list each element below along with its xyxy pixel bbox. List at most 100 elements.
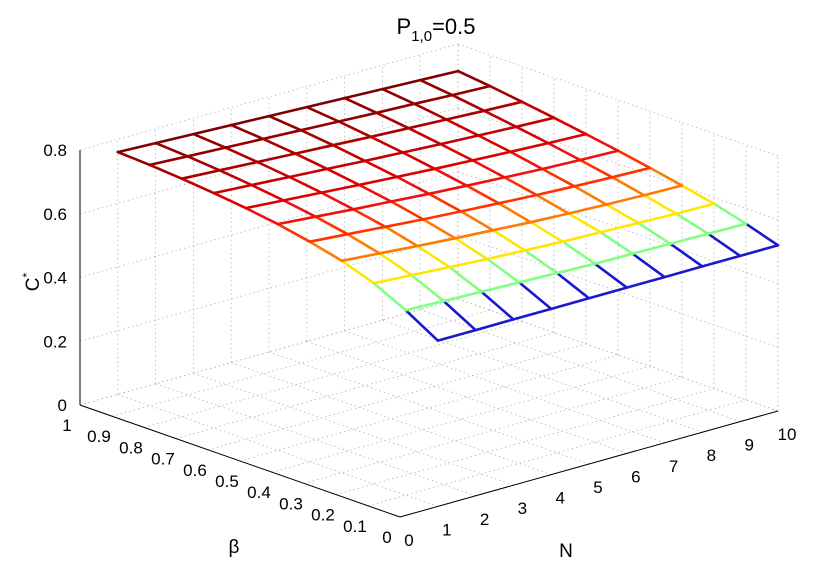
mesh-segment-beta (375, 111, 410, 130)
mesh-segment-beta (224, 146, 259, 164)
y-tick-label: 0.5 (215, 472, 239, 491)
mesh-segment-beta (416, 244, 451, 269)
mesh-segment-beta (305, 105, 341, 123)
mesh-segment-beta (378, 252, 413, 277)
mesh-segment-beta (352, 208, 387, 229)
mesh-segment-beta (599, 231, 634, 255)
mesh-segment-beta (363, 159, 399, 179)
y-axis-line (79, 404, 401, 518)
mesh-segment-beta (407, 126, 442, 146)
mesh-segment-beta (299, 128, 335, 147)
x-tick-label: 1 (442, 520, 451, 539)
mesh-segment-beta (456, 69, 492, 88)
mesh-segment-beta (520, 100, 556, 120)
mesh-segment-beta (680, 184, 716, 205)
mesh-segment-beta (116, 150, 152, 167)
x-tick-label: 0 (404, 531, 413, 550)
y-tick-label: 0.8 (119, 438, 143, 457)
mesh-segment-beta (320, 191, 355, 211)
mesh-row-line (212, 116, 556, 195)
mesh-segment-beta (488, 84, 524, 104)
mesh-segment-beta (340, 259, 376, 285)
mesh-segment-beta (523, 249, 559, 275)
mesh-segment-beta (192, 132, 227, 149)
side-wall-grid-line (457, 43, 779, 157)
mesh-segment-beta (535, 193, 570, 215)
mesh-segment-beta (369, 135, 405, 154)
mesh-segment-beta (637, 221, 672, 246)
mesh-row-line (276, 149, 620, 226)
y-tick-label: 0.7 (151, 450, 175, 469)
mesh-row-line (180, 100, 524, 180)
mesh-segment-beta (293, 152, 329, 171)
mesh-segment-beta (276, 222, 312, 243)
mesh-segment-beta (442, 299, 477, 332)
floor-grid-line (111, 309, 491, 417)
mesh-segment-beta (256, 160, 291, 179)
surface-mesh (116, 69, 780, 342)
mesh-segment-beta (384, 225, 419, 248)
y-tick-label: 0.9 (87, 427, 111, 446)
floor-grid-line (268, 351, 590, 465)
chart-title: P1,0=0.5 (397, 14, 476, 45)
mesh-segment-beta (357, 183, 393, 203)
floor-grid-line (382, 319, 703, 433)
mesh-segment-beta (401, 151, 437, 171)
mesh-segment-beta (509, 150, 544, 171)
z-axis-label: C* (20, 272, 44, 291)
mesh-segment-beta (642, 193, 678, 215)
mesh-segment-beta (616, 149, 652, 170)
x-tick-label: 10 (778, 425, 797, 444)
x-tick-label: 3 (518, 499, 527, 518)
z-tick-label: 0.4 (43, 269, 67, 288)
mesh-segment-beta (148, 163, 184, 180)
mesh-row-line (148, 84, 492, 167)
mesh-segment-beta (584, 132, 620, 152)
floor-grid-line (231, 362, 552, 475)
y-axis-label: β (229, 537, 240, 558)
mesh-segment-beta (552, 116, 588, 136)
mesh-segment-beta (218, 169, 253, 187)
y-tick-label: 0 (382, 528, 391, 547)
x-tick-label: 8 (707, 446, 716, 465)
mesh-segment-beta (648, 166, 684, 187)
mesh-segment-beta (573, 185, 608, 206)
mesh-segment-beta (212, 191, 248, 210)
z-tick-label: 0.2 (43, 332, 67, 351)
mesh-segment-beta (706, 232, 742, 258)
mesh-segment-beta (541, 167, 576, 188)
mesh-row-line (244, 132, 588, 210)
mesh-segment-beta (744, 222, 780, 247)
mesh-segment-beta (480, 290, 515, 321)
mesh-segment-beta (674, 212, 710, 236)
floor-grid-line (303, 377, 683, 484)
floor-grid-line (175, 332, 555, 439)
mesh-segment-beta (610, 176, 646, 197)
mesh-segment-beta (267, 114, 303, 132)
y-tick-label: 0.2 (311, 506, 335, 525)
x-axis-line (399, 410, 779, 518)
mesh-segment-beta (261, 137, 297, 155)
mesh-segment-beta (482, 109, 518, 129)
x-tick-label: 5 (593, 478, 602, 497)
mesh-segment-beta (288, 175, 323, 194)
mesh-segment-beta (529, 220, 565, 243)
x-axis-label: N (559, 541, 573, 562)
mesh-segment-beta (154, 141, 189, 158)
mesh-segment-beta (346, 232, 381, 255)
x-tick-label: 7 (669, 457, 678, 476)
mesh-row-line (116, 69, 460, 154)
mesh-segment-beta (561, 240, 597, 266)
mesh-segment-beta (669, 242, 704, 268)
mesh-row-line (340, 184, 684, 263)
y-tick-label: 0.4 (247, 483, 271, 502)
x-tick-label: 6 (631, 467, 640, 486)
mesh-segment-beta (546, 141, 582, 162)
mesh-segment-beta (567, 212, 602, 234)
mesh-segment-beta (593, 262, 629, 289)
mesh-segment-beta (445, 118, 480, 137)
mesh-segment-beta (381, 87, 416, 106)
mesh-segment-beta (229, 123, 265, 141)
mesh-segment-beta (605, 203, 640, 225)
